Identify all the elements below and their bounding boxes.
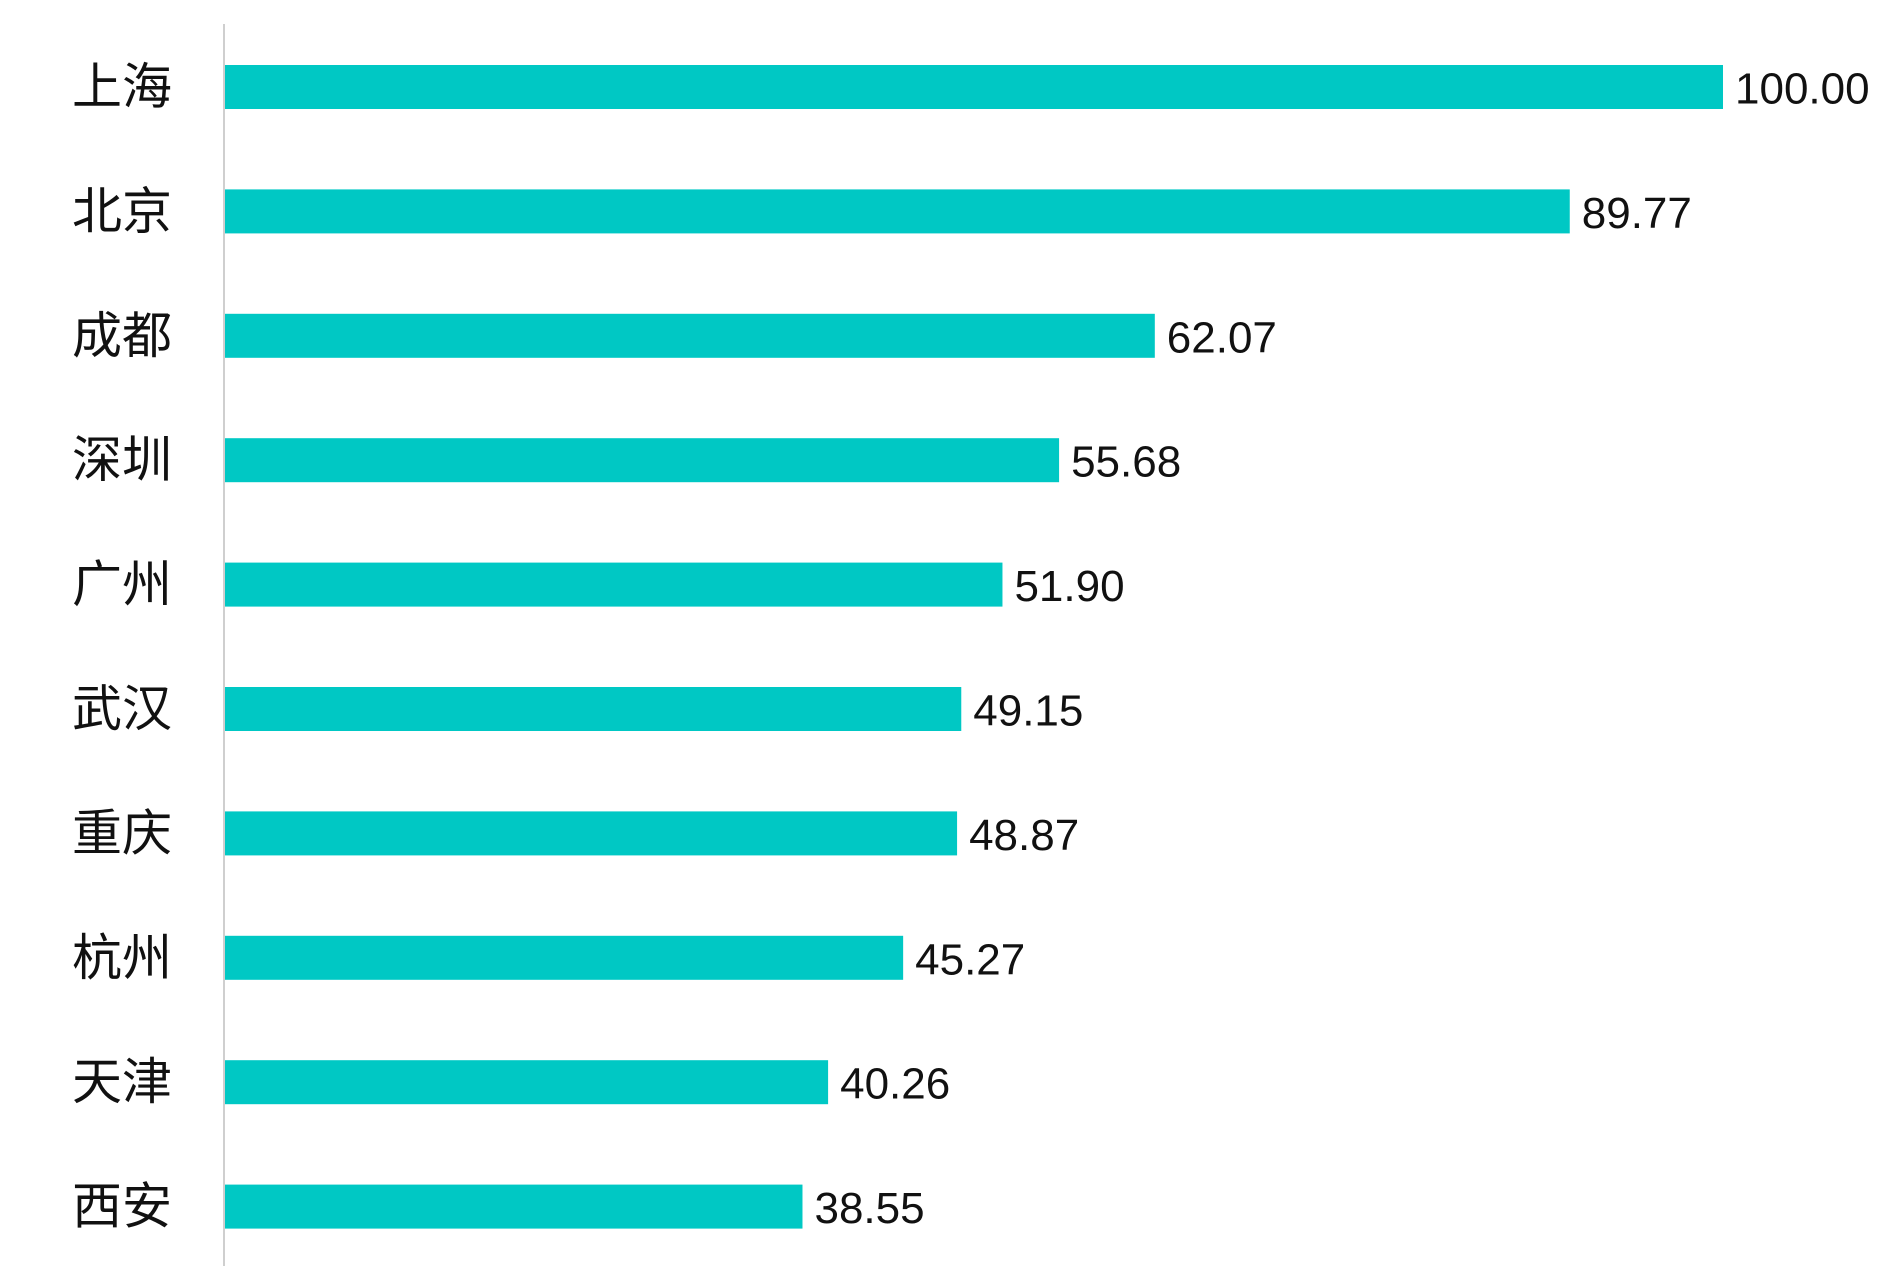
category-label-1: 北京 — [72, 182, 172, 240]
value-label-5: 49.15 — [973, 687, 1083, 736]
bar-4 — [225, 562, 1003, 607]
value-label-8: 40.26 — [840, 1060, 950, 1109]
category-label-5: 武汉 — [72, 680, 172, 738]
category-label-4: 广州 — [72, 556, 172, 614]
bar-2 — [225, 313, 1155, 358]
value-label-9: 38.55 — [814, 1184, 924, 1233]
labels-layer: 上海 100.00 北京 89.77 成都 62.07 深圳 55.68 广州 51.90 武汉 49… — [72, 58, 1870, 1236]
bar-9 — [225, 1184, 803, 1229]
value-label-0: 100.00 — [1735, 65, 1870, 114]
category-label-6: 重庆 — [72, 804, 172, 862]
category-label-8: 天津 — [72, 1053, 172, 1111]
value-label-6: 48.87 — [969, 811, 1079, 860]
bars-layer — [225, 65, 1723, 1229]
bar-8 — [225, 1060, 829, 1105]
value-label-1: 89.77 — [1582, 189, 1692, 238]
category-label-7: 杭州 — [72, 929, 172, 987]
value-label-4: 51.90 — [1014, 562, 1124, 611]
value-label-2: 62.07 — [1167, 313, 1277, 362]
bar-6 — [225, 811, 958, 856]
category-label-2: 成都 — [72, 307, 172, 365]
value-label-3: 55.68 — [1071, 438, 1181, 487]
bar-3 — [225, 438, 1060, 483]
bar-0 — [225, 65, 1723, 109]
category-label-3: 深圳 — [72, 431, 172, 489]
value-label-7: 45.27 — [915, 935, 1025, 984]
bar-1 — [225, 189, 1570, 234]
category-label-9: 西安 — [72, 1178, 172, 1236]
bar-7 — [225, 935, 904, 980]
category-label-0: 上海 — [72, 58, 172, 116]
bar-5 — [225, 687, 962, 731]
